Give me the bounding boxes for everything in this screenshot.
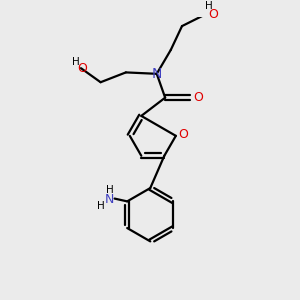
Text: H: H (205, 1, 212, 11)
Text: O: O (193, 91, 203, 104)
Text: O: O (208, 8, 218, 21)
Text: N: N (152, 67, 162, 81)
Text: H: H (97, 201, 104, 211)
Text: H: H (106, 184, 113, 195)
Text: H: H (72, 57, 80, 67)
Text: N: N (105, 194, 114, 206)
Text: O: O (77, 62, 87, 75)
Text: O: O (179, 128, 189, 141)
